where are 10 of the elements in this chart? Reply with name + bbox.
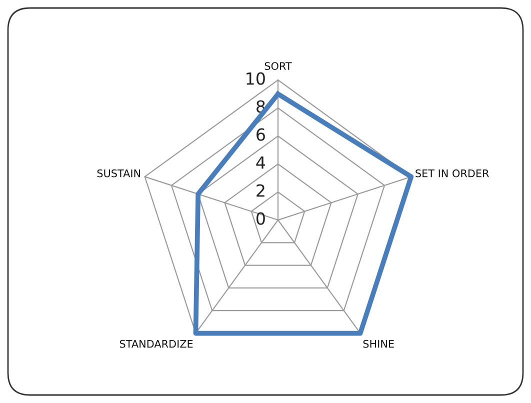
spoke-label: SUSTAIN — [97, 169, 140, 178]
y-tick-label: 4 — [256, 156, 266, 169]
spoke-label: STANDARDIZE — [120, 340, 193, 348]
spoke-label: SORT — [264, 62, 292, 70]
spoke-label: SET IN ORDER — [416, 169, 489, 178]
spoke-label: SHINE — [363, 340, 394, 348]
y-tick-label: 10 — [246, 72, 265, 85]
y-tick-label: 0 — [256, 212, 265, 225]
y-tick-label: 2 — [256, 184, 264, 197]
y-tick-label: 6 — [256, 128, 265, 141]
